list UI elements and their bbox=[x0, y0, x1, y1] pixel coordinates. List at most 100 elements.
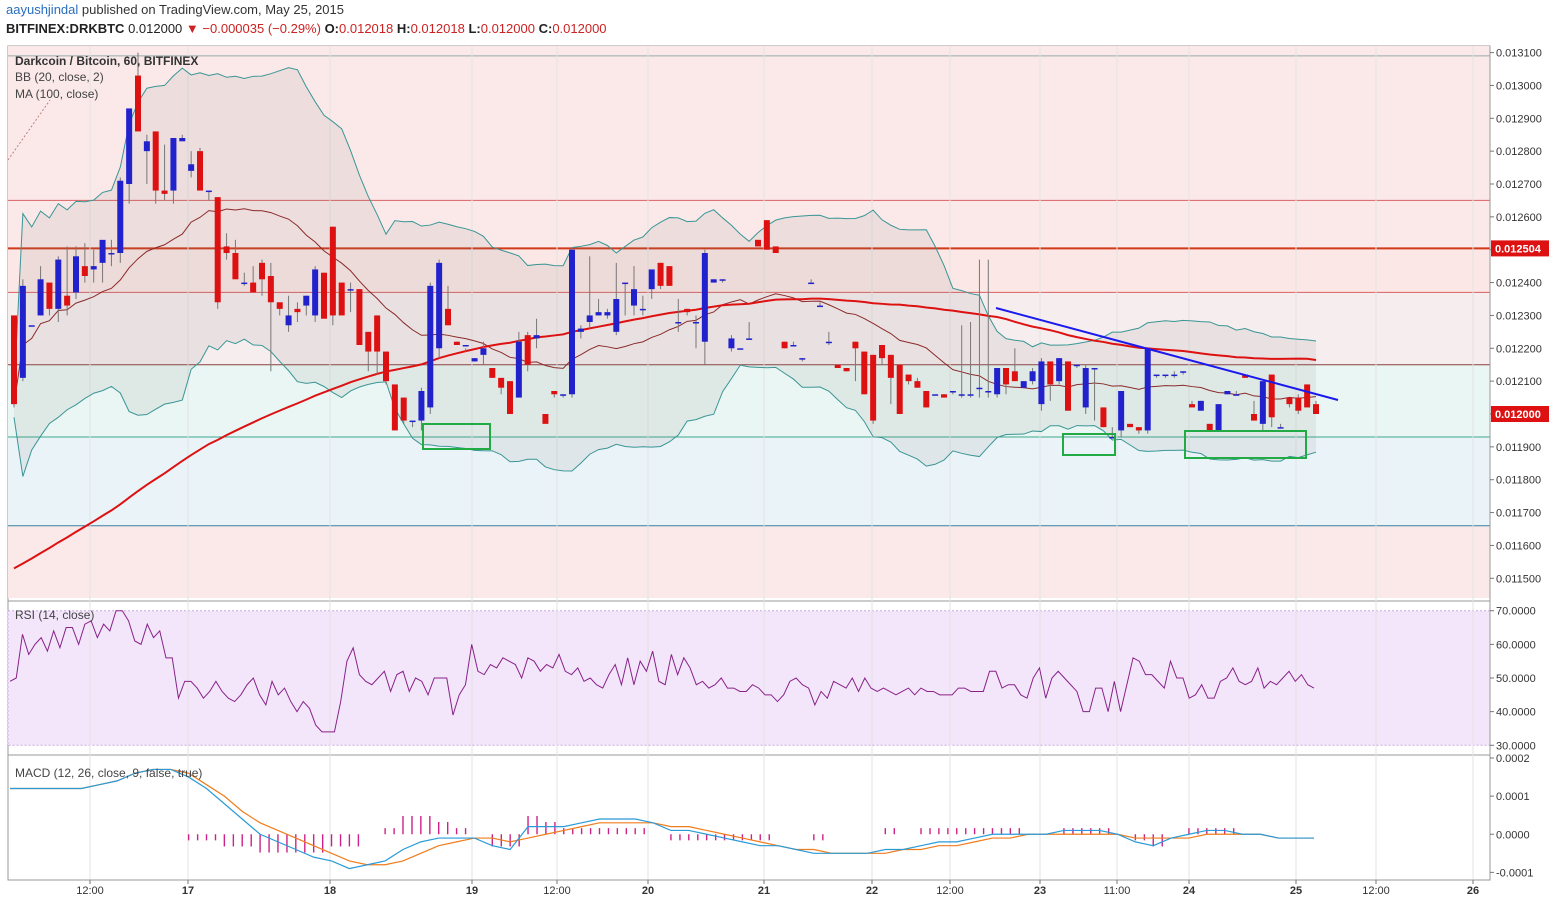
candle-up bbox=[639, 308, 646, 311]
candle-up bbox=[117, 180, 124, 253]
candle-up bbox=[994, 368, 1001, 395]
candle-up bbox=[1180, 371, 1187, 373]
open-label: O: bbox=[324, 21, 340, 36]
author-link[interactable]: aayushjindal bbox=[6, 2, 79, 17]
rsi-tick-label: 50.0000 bbox=[1496, 673, 1536, 685]
candle-up bbox=[595, 312, 602, 316]
candle-up bbox=[799, 358, 806, 360]
candle-down bbox=[666, 266, 673, 286]
rsi-tick-label: 70.0000 bbox=[1496, 606, 1536, 618]
time-tick-label: 23 bbox=[1034, 885, 1046, 897]
candle-down bbox=[1065, 361, 1071, 411]
candle-down bbox=[250, 282, 257, 293]
candle-down bbox=[356, 289, 363, 345]
macd-tick-label: 0.0002 bbox=[1496, 753, 1530, 765]
time-tick-label: 12:00 bbox=[76, 885, 104, 897]
candle-down bbox=[1189, 404, 1195, 408]
candle-down bbox=[507, 381, 513, 414]
price-tag bbox=[1491, 240, 1549, 257]
candle-up bbox=[1277, 427, 1284, 429]
candle-up bbox=[143, 141, 150, 152]
candle-up bbox=[1153, 374, 1160, 377]
publish-info: aayushjindal published on TradingView.co… bbox=[6, 2, 344, 17]
rsi-legend: RSI (14, close) bbox=[15, 608, 94, 622]
candle-up bbox=[737, 348, 744, 350]
bb-upper-line bbox=[13, 67, 1317, 392]
candle-up bbox=[418, 391, 425, 421]
rsi-band bbox=[7, 610, 1491, 746]
price-tick-label: 0.011900 bbox=[1496, 442, 1541, 454]
dashed-ray bbox=[7, 99, 51, 161]
price-tick-label: 0.011800 bbox=[1496, 475, 1541, 487]
candle-up bbox=[427, 285, 434, 408]
bb-basis-line bbox=[13, 208, 1317, 405]
candle-down bbox=[887, 354, 894, 378]
candle-down bbox=[400, 397, 407, 421]
candle-down bbox=[896, 364, 903, 414]
candle-down bbox=[834, 364, 841, 368]
macd-line bbox=[10, 768, 1314, 870]
time-axis-bg bbox=[8, 880, 1490, 907]
candle-down bbox=[294, 308, 301, 313]
candle-up bbox=[1020, 381, 1027, 388]
candle-down bbox=[1242, 374, 1249, 378]
symbol-info: BITFINEX:DRKBTC 0.012000 ▼ −0.000035 (−0… bbox=[6, 21, 607, 36]
candle-down bbox=[772, 246, 779, 253]
candle-down bbox=[197, 151, 203, 191]
time-tick-label: 22 bbox=[866, 885, 878, 897]
candle-down bbox=[843, 368, 850, 372]
candle-up bbox=[19, 285, 26, 378]
main-pane-title: Darkcoin / Bitcoin, 60, BITFINEX bbox=[15, 54, 198, 68]
candle-up bbox=[1162, 374, 1169, 377]
candle-up bbox=[471, 358, 478, 362]
candle-up bbox=[462, 345, 469, 347]
candle-up bbox=[1144, 348, 1151, 431]
time-tick-label: 12:00 bbox=[1362, 885, 1390, 897]
price-tick-label: 0.012700 bbox=[1496, 179, 1542, 191]
high-value: 0.012018 bbox=[410, 21, 465, 36]
candle-up bbox=[515, 341, 522, 398]
ma-legend: MA (100, close) bbox=[15, 87, 98, 101]
candle-up bbox=[170, 138, 177, 191]
rsi-tick-label: 30.0000 bbox=[1496, 740, 1536, 752]
candle-down bbox=[657, 262, 664, 286]
candle-up bbox=[648, 269, 655, 290]
candle-down bbox=[1011, 371, 1018, 382]
close-value: 0.012000 bbox=[552, 21, 607, 36]
candle-up bbox=[436, 262, 443, 349]
candle-up bbox=[99, 239, 106, 263]
macd-tick-label: 0.0000 bbox=[1496, 829, 1530, 841]
candle-up bbox=[1109, 437, 1116, 439]
candle-down bbox=[11, 315, 17, 405]
symbol-name: BITFINEX:DRKBTC bbox=[6, 21, 125, 36]
rsi-tick-label: 60.0000 bbox=[1496, 639, 1536, 651]
zone-band bbox=[8, 525, 1490, 598]
time-tick-label: 24 bbox=[1183, 885, 1196, 897]
macd-legend: MACD (12, 26, close, 9, false, true) bbox=[15, 766, 202, 780]
time-tick-label: 18 bbox=[324, 885, 336, 897]
candle-up bbox=[560, 394, 567, 396]
price-tag bbox=[1491, 406, 1549, 422]
bb-lower-line bbox=[13, 338, 1317, 477]
price-tick-label: 0.012400 bbox=[1496, 278, 1542, 290]
time-tick-label: 12:00 bbox=[543, 885, 571, 897]
candle-down bbox=[1127, 423, 1133, 428]
candle-up bbox=[303, 295, 310, 306]
candle-down bbox=[1047, 361, 1054, 385]
low-value: 0.012000 bbox=[480, 21, 535, 36]
candle-down bbox=[1206, 423, 1213, 431]
candle-down bbox=[1313, 404, 1319, 414]
price-tick-label: 0.012900 bbox=[1496, 113, 1542, 125]
support-box bbox=[1184, 430, 1307, 459]
candle-down bbox=[489, 368, 496, 378]
candle-down bbox=[498, 377, 505, 388]
candle-down bbox=[276, 302, 283, 309]
candle-up bbox=[693, 322, 699, 324]
macd-tick-label: 0.0001 bbox=[1496, 791, 1530, 803]
candle-down bbox=[941, 394, 947, 398]
candle-up bbox=[613, 299, 620, 332]
candle-down bbox=[1100, 407, 1107, 428]
time-tick-label: 12:00 bbox=[936, 885, 964, 897]
time-tick-label: 25 bbox=[1290, 885, 1302, 897]
